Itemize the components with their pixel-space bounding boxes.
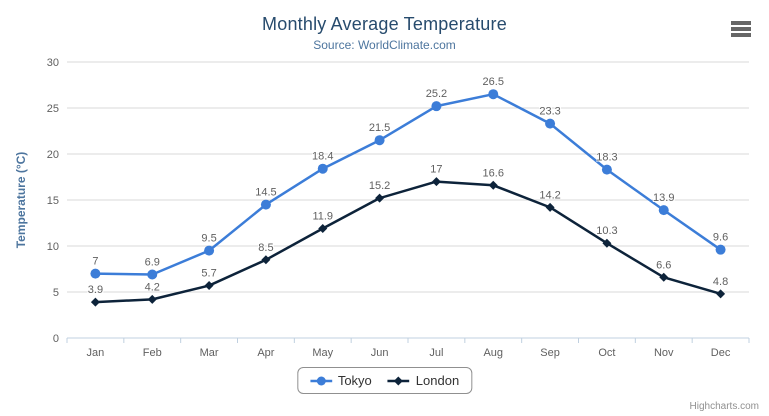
data-label-tokyo-mar: 9.5 (201, 233, 216, 245)
x-axis-tick-label: Mar (200, 347, 219, 359)
y-axis-tick-label: 15 (47, 195, 59, 207)
data-label-london-aug: 16.6 (483, 167, 504, 179)
legend-label-london: London (415, 373, 460, 388)
data-label-tokyo-aug: 26.5 (483, 76, 504, 88)
y-axis-tick-label: 20 (47, 149, 59, 161)
data-label-tokyo-apr: 14.5 (255, 187, 276, 199)
data-label-london-dec: 4.8 (713, 276, 728, 288)
y-axis-tick-label: 5 (53, 287, 59, 299)
x-axis-tick-label: Aug (483, 347, 503, 359)
point-tokyo-jan[interactable] (90, 268, 101, 279)
point-london-feb[interactable] (147, 294, 157, 304)
data-label-tokyo-may: 18.4 (312, 151, 333, 163)
legend-item-tokyo[interactable]: Tokyo (309, 373, 372, 388)
point-tokyo-nov[interactable] (658, 205, 669, 216)
chart-context-menu-button[interactable] (730, 19, 752, 39)
legend: Tokyo London (296, 367, 473, 394)
series-line-tokyo (94, 92, 722, 276)
london-series-marker-icon (387, 375, 410, 387)
x-axis-tick-label: Nov (654, 347, 674, 359)
data-label-london-mar: 5.7 (201, 268, 216, 280)
data-label-tokyo-oct: 18.3 (596, 152, 617, 164)
x-axis-tick-label: Apr (257, 347, 274, 359)
y-axis-title: Temperature (°C) (14, 152, 28, 249)
point-london-sep[interactable] (545, 202, 555, 212)
point-london-may[interactable] (318, 224, 328, 234)
point-tokyo-aug[interactable] (488, 89, 499, 100)
data-label-london-oct: 10.3 (596, 225, 617, 237)
data-label-tokyo-feb: 6.9 (145, 257, 160, 269)
legend-label-tokyo: Tokyo (337, 373, 372, 388)
legend-item-london[interactable]: London (387, 373, 460, 388)
point-london-jul[interactable] (431, 177, 441, 187)
series-line-london (94, 180, 722, 304)
data-label-london-jan: 3.9 (88, 284, 103, 296)
y-axis-tick-label: 0 (53, 333, 59, 345)
x-axis-tick-label: Sep (540, 347, 560, 359)
point-tokyo-oct[interactable] (601, 164, 612, 175)
hamburger-menu-icon (731, 33, 751, 37)
point-tokyo-apr[interactable] (260, 199, 271, 210)
point-london-aug[interactable] (488, 180, 498, 190)
chart-title: Monthly Average Temperature (262, 14, 507, 34)
y-axis-tick-label: 25 (47, 103, 59, 115)
point-london-jun[interactable] (375, 193, 385, 203)
x-axis-tick-label: Jun (371, 347, 389, 359)
point-tokyo-jul[interactable] (431, 101, 442, 112)
point-tokyo-may[interactable] (317, 163, 328, 174)
data-label-tokyo-nov: 13.9 (653, 192, 674, 204)
x-axis-tick-label: Oct (598, 347, 615, 359)
data-label-london-apr: 8.5 (258, 242, 273, 254)
data-label-london-nov: 6.6 (656, 259, 671, 271)
y-axis-tick-label: 10 (47, 241, 59, 253)
point-london-dec[interactable] (716, 289, 726, 299)
data-label-tokyo-dec: 9.6 (713, 232, 728, 244)
chart-subtitle: Source: WorldClimate.com (313, 38, 456, 52)
point-tokyo-jun[interactable] (374, 135, 385, 146)
tokyo-series-marker-icon (309, 375, 332, 387)
point-tokyo-feb[interactable] (147, 269, 158, 280)
data-label-london-jul: 17 (430, 164, 442, 176)
data-label-tokyo-jan: 7 (92, 256, 98, 268)
data-label-tokyo-jul: 25.2 (426, 88, 447, 100)
hamburger-menu-icon (731, 27, 751, 31)
x-axis-tick-label: Jul (429, 347, 443, 359)
x-axis-tick-label: May (312, 347, 333, 359)
data-label-london-sep: 14.2 (539, 189, 560, 201)
y-axis-tick-label: 30 (47, 57, 59, 69)
point-tokyo-dec[interactable] (715, 244, 726, 255)
point-london-nov[interactable] (659, 272, 669, 282)
point-london-oct[interactable] (602, 238, 612, 248)
data-label-tokyo-sep: 23.3 (539, 106, 560, 118)
point-london-apr[interactable] (261, 255, 271, 265)
point-london-mar[interactable] (204, 281, 214, 291)
data-label-london-may: 11.9 (312, 211, 333, 223)
point-london-jan[interactable] (90, 297, 100, 307)
highcharts-credits-link[interactable]: Highcharts.com (689, 401, 759, 412)
data-label-london-feb: 4.2 (145, 281, 160, 293)
hamburger-menu-icon (731, 21, 751, 25)
x-axis-tick-label: Jan (87, 347, 105, 359)
point-tokyo-mar[interactable] (204, 245, 215, 256)
x-axis-tick-label: Feb (143, 347, 162, 359)
x-axis-tick-label: Dec (711, 347, 731, 359)
data-label-london-jun: 15.2 (369, 180, 390, 192)
data-label-tokyo-jun: 21.5 (369, 122, 390, 134)
point-tokyo-sep[interactable] (545, 118, 556, 129)
